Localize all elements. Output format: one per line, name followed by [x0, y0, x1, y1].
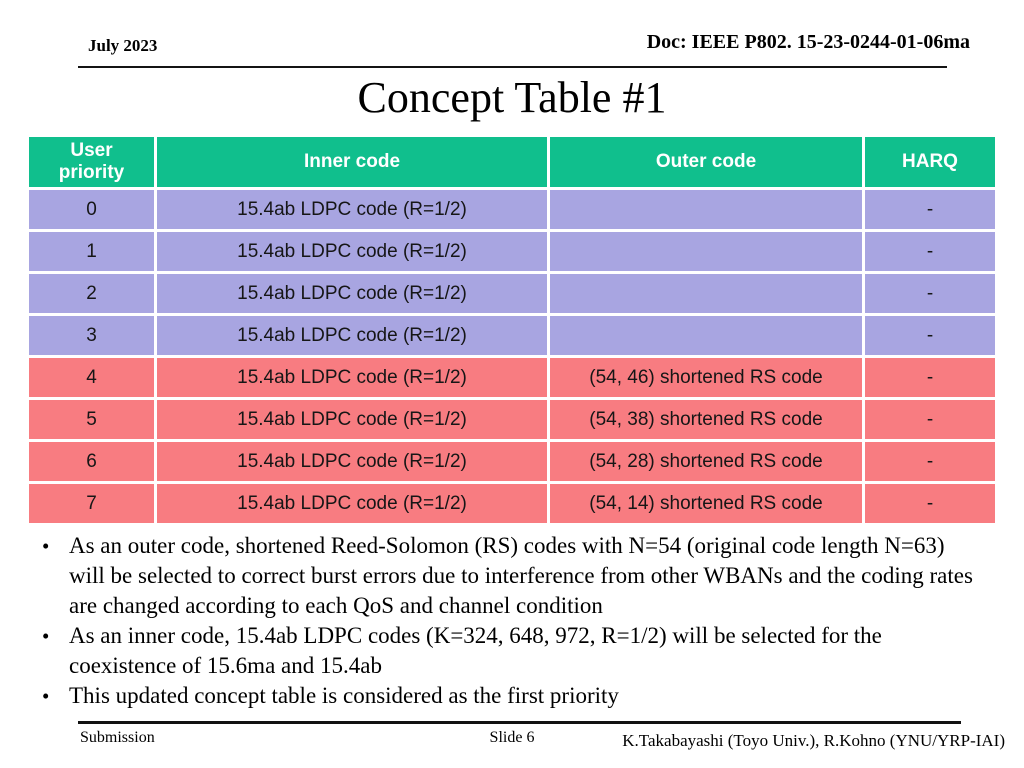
cell-user-priority: 5: [29, 400, 154, 439]
cell-outer-code: (54, 46) shortened RS code: [550, 358, 862, 397]
cell-user-priority: 0: [29, 190, 154, 229]
cell-inner-code: 15.4ab LDPC code (R=1/2): [157, 190, 547, 229]
cell-inner-code: 15.4ab LDPC code (R=1/2): [157, 316, 547, 355]
table-row: 3 15.4ab LDPC code (R=1/2) -: [29, 316, 995, 355]
column-header-outer-code: Outer code: [550, 137, 862, 187]
cell-harq: -: [865, 274, 995, 313]
bullet-list: As an outer code, shortened Reed-Solomon…: [38, 531, 986, 711]
cell-outer-code: (54, 14) shortened RS code: [550, 484, 862, 523]
cell-harq: -: [865, 358, 995, 397]
table-row: 4 15.4ab LDPC code (R=1/2) (54, 46) shorte…: [29, 358, 995, 397]
slide-date: July 2023: [88, 36, 158, 55]
cell-harq: -: [865, 400, 995, 439]
cell-inner-code: 15.4ab LDPC code (R=1/2): [157, 232, 547, 271]
table-row: 6 15.4ab LDPC code (R=1/2) (54, 28) shorte…: [29, 442, 995, 481]
column-header-harq: HARQ: [865, 137, 995, 187]
cell-user-priority: 3: [29, 316, 154, 355]
cell-harq: -: [865, 316, 995, 355]
cell-user-priority: 4: [29, 358, 154, 397]
cell-outer-code: [550, 190, 862, 229]
footer-submission: Submission: [80, 729, 155, 746]
cell-inner-code: 15.4ab LDPC code (R=1/2): [157, 400, 547, 439]
bullet-item: This updated concept table is considered…: [38, 681, 976, 711]
cell-inner-code: 15.4ab LDPC code (R=1/2): [157, 442, 547, 481]
cell-harq: -: [865, 190, 995, 229]
column-header-user-priority: User priority: [29, 137, 154, 187]
cell-user-priority: 7: [29, 484, 154, 523]
table-row: 0 15.4ab LDPC code (R=1/2) -: [29, 190, 995, 229]
cell-harq: -: [865, 442, 995, 481]
footer-authors: K.Takabayashi (Toyo Univ.), R.Kohno (YNU…: [622, 731, 1005, 750]
page-title: Concept Table #1: [357, 73, 667, 122]
bullet-item: As an outer code, shortened Reed-Solomon…: [38, 531, 976, 621]
cell-harq: -: [865, 232, 995, 271]
table-row: 5 15.4ab LDPC code (R=1/2) (54, 38) shorte…: [29, 400, 995, 439]
cell-harq: -: [865, 484, 995, 523]
cell-outer-code: [550, 316, 862, 355]
cell-inner-code: 15.4ab LDPC code (R=1/2): [157, 274, 547, 313]
cell-user-priority: 2: [29, 274, 154, 313]
table-row: 2 15.4ab LDPC code (R=1/2) -: [29, 274, 995, 313]
cell-outer-code: (54, 38) shortened RS code: [550, 400, 862, 439]
cell-outer-code: [550, 274, 862, 313]
header-divider: [78, 66, 947, 68]
concept-table: User priority Inner code Outer code HARQ…: [26, 134, 998, 526]
table-row: 7 15.4ab LDPC code (R=1/2) (54, 14) shorte…: [29, 484, 995, 523]
table-row: 1 15.4ab LDPC code (R=1/2) -: [29, 232, 995, 271]
cell-user-priority: 1: [29, 232, 154, 271]
footer-slide-number: Slide 6: [489, 729, 535, 746]
cell-outer-code: [550, 232, 862, 271]
cell-user-priority: 6: [29, 442, 154, 481]
footer-divider: [78, 721, 961, 724]
cell-inner-code: 15.4ab LDPC code (R=1/2): [157, 358, 547, 397]
bullet-item: As an inner code, 15.4ab LDPC codes (K=3…: [38, 621, 976, 681]
cell-outer-code: (54, 28) shortened RS code: [550, 442, 862, 481]
cell-inner-code: 15.4ab LDPC code (R=1/2): [157, 484, 547, 523]
doc-number: Doc: IEEE P802. 15-23-0244-01-06ma: [646, 31, 970, 53]
table-header-row: User priority Inner code Outer code HARQ: [29, 137, 995, 187]
column-header-inner-code: Inner code: [157, 137, 547, 187]
